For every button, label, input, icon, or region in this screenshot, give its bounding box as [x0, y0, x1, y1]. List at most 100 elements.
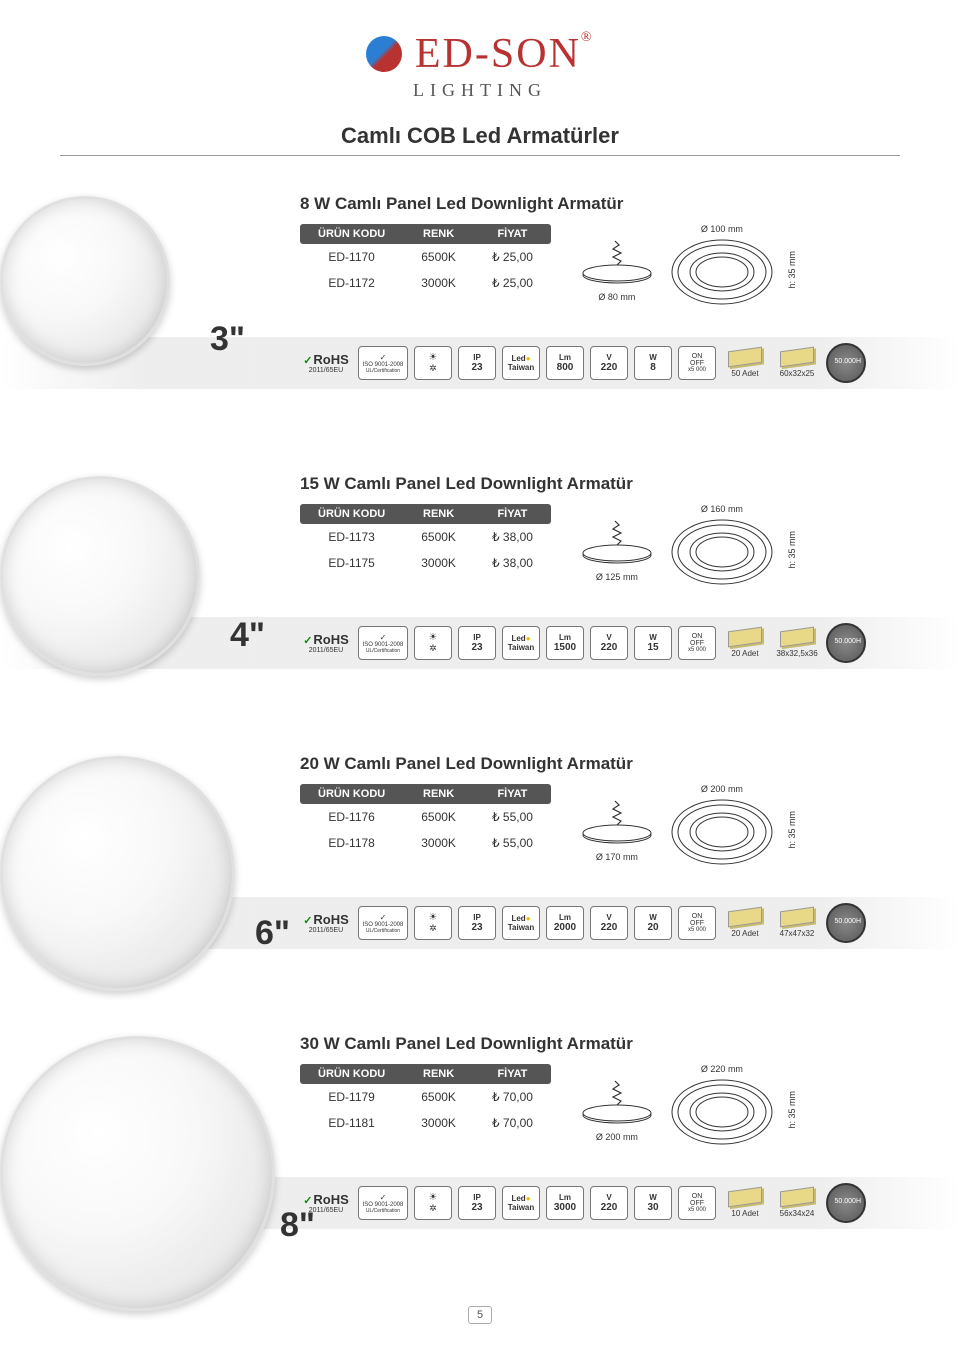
onoff-badge: ON OFF x5 000 [678, 346, 716, 380]
product-price: ₺ 55,00 [474, 804, 551, 830]
led-origin-badge: Led● Taiwan [502, 1186, 540, 1220]
table-row: ED-1181 3000K ₺ 70,00 [300, 1110, 551, 1136]
iso-badge: ✓ ISO 9001-2008 UL/Certification [358, 1186, 408, 1220]
watt-badge: W20 [634, 906, 672, 940]
product-color: 3000K [403, 830, 474, 856]
product-title: 20 W Camlı Panel Led Downlight Armatür [300, 754, 960, 774]
outer-diameter: Ø 100 mm [667, 224, 777, 234]
lumen-badge: Lm1500 [546, 626, 584, 660]
dimension-diagram: Ø 125 mm Ø 160 mm h: 35 mm [577, 504, 797, 595]
product-color: 6500K [403, 524, 474, 550]
table-row: ED-1173 6500K ₺ 38,00 [300, 524, 551, 550]
qty-badge: 20 Adet [722, 905, 768, 941]
led-origin-badge: Led● Taiwan [502, 626, 540, 660]
product-price: ₺ 55,00 [474, 830, 551, 856]
product-color: 3000K [403, 270, 474, 296]
product-section: 3" 8 W Camlı Panel Led Downlight Armatür… [0, 186, 960, 416]
product-code: ED-1173 [300, 524, 403, 550]
onoff-badge: ON OFF x5 000 [678, 1186, 716, 1220]
outer-diameter: Ø 160 mm [667, 504, 777, 514]
led-origin-badge: Led● Taiwan [502, 906, 540, 940]
size-label: 4" [230, 616, 265, 655]
onoff-badge: ON OFF x5 000 [678, 626, 716, 660]
col-code: ÜRÜN KODU [300, 504, 403, 524]
col-price: FİYAT [474, 504, 551, 524]
iso-badge: ✓ ISO 9001-2008 UL/Certification [358, 626, 408, 660]
height-dim: h: 35 mm [787, 251, 797, 289]
product-image [0, 476, 200, 676]
onoff-badge: ON OFF x5 000 [678, 906, 716, 940]
height-dim: h: 35 mm [787, 1091, 797, 1129]
product-color: 6500K [403, 1084, 474, 1110]
qty-badge: 10 Adet [722, 1185, 768, 1221]
product-image [0, 196, 170, 366]
spec-table: ÜRÜN KODU RENK FİYAT ED-1173 6500K ₺ 38,… [300, 504, 551, 576]
height-dim: h: 35 mm [787, 531, 797, 569]
boxdim-badge: 60x32x25 [774, 345, 820, 381]
lumen-badge: Lm800 [546, 346, 584, 380]
product-image [0, 1036, 275, 1311]
col-code: ÜRÜN KODU [300, 784, 403, 804]
lamp-badge: ☀ ✲ [414, 626, 452, 660]
product-code: ED-1172 [300, 270, 403, 296]
product-price: ₺ 70,00 [474, 1084, 551, 1110]
voltage-badge: V220 [590, 346, 628, 380]
product-section: 4" 15 W Camlı Panel Led Downlight Armatü… [0, 466, 960, 696]
logo-block: ED-SON® LIGHTING [0, 0, 960, 111]
table-row: ED-1178 3000K ₺ 55,00 [300, 830, 551, 856]
inner-diameter: Ø 80 mm [577, 292, 657, 302]
table-row: ED-1170 6500K ₺ 25,00 [300, 244, 551, 270]
hours-badge: 50.000H [826, 343, 866, 383]
watt-badge: W15 [634, 626, 672, 660]
product-color: 6500K [403, 244, 474, 270]
product-code: ED-1179 [300, 1084, 403, 1110]
rohs-badge: RoHS 2011/65EU [300, 346, 352, 380]
iso-badge: ✓ ISO 9001-2008 UL/Certification [358, 906, 408, 940]
rohs-badge: RoHS 2011/65EU [300, 626, 352, 660]
product-section: 8" 30 W Camlı Panel Led Downlight Armatü… [0, 1026, 960, 1256]
page-title: Camlı COB Led Armatürler [60, 123, 900, 156]
product-price: ₺ 70,00 [474, 1110, 551, 1136]
inner-diameter: Ø 125 mm [577, 572, 657, 582]
product-color: 3000K [403, 1110, 474, 1136]
ip-badge: IP23 [458, 346, 496, 380]
dimension-diagram: Ø 170 mm Ø 200 mm h: 35 mm [577, 784, 797, 875]
watt-badge: W30 [634, 1186, 672, 1220]
product-title: 15 W Camlı Panel Led Downlight Armatür [300, 474, 960, 494]
page-number: 5 [468, 1306, 492, 1324]
product-code: ED-1176 [300, 804, 403, 830]
lamp-badge: ☀ ✲ [414, 1186, 452, 1220]
lamp-badge: ☀ ✲ [414, 346, 452, 380]
product-price: ₺ 25,00 [474, 270, 551, 296]
table-row: ED-1179 6500K ₺ 70,00 [300, 1084, 551, 1110]
size-label: 8" [280, 1206, 315, 1245]
product-image [0, 756, 235, 991]
table-row: ED-1175 3000K ₺ 38,00 [300, 550, 551, 576]
voltage-badge: V220 [590, 626, 628, 660]
product-color: 3000K [403, 550, 474, 576]
col-color: RENK [403, 1064, 474, 1084]
outer-diameter: Ø 220 mm [667, 1064, 777, 1074]
product-price: ₺ 38,00 [474, 524, 551, 550]
lumen-badge: Lm2000 [546, 906, 584, 940]
qty-badge: 20 Adet [722, 625, 768, 661]
voltage-badge: V220 [590, 1186, 628, 1220]
brand-subtitle: LIGHTING [0, 80, 960, 101]
hours-badge: 50.000H [826, 623, 866, 663]
spec-table: ÜRÜN KODU RENK FİYAT ED-1179 6500K ₺ 70,… [300, 1064, 551, 1136]
product-code: ED-1178 [300, 830, 403, 856]
col-color: RENK [403, 784, 474, 804]
inner-diameter: Ø 200 mm [577, 1132, 657, 1142]
iso-badge: ✓ ISO 9001-2008 UL/Certification [358, 346, 408, 380]
lumen-badge: Lm3000 [546, 1186, 584, 1220]
brand-name: ED-SON® [415, 30, 594, 78]
ip-badge: IP23 [458, 626, 496, 660]
product-code: ED-1181 [300, 1110, 403, 1136]
col-price: FİYAT [474, 224, 551, 244]
ip-badge: IP23 [458, 1186, 496, 1220]
dimension-diagram: Ø 200 mm Ø 220 mm h: 35 mm [577, 1064, 797, 1155]
dimension-diagram: Ø 80 mm Ø 100 mm h: 35 mm [577, 224, 797, 315]
lamp-badge: ☀ ✲ [414, 906, 452, 940]
col-color: RENK [403, 224, 474, 244]
product-section: 6" 20 W Camlı Panel Led Downlight Armatü… [0, 746, 960, 976]
